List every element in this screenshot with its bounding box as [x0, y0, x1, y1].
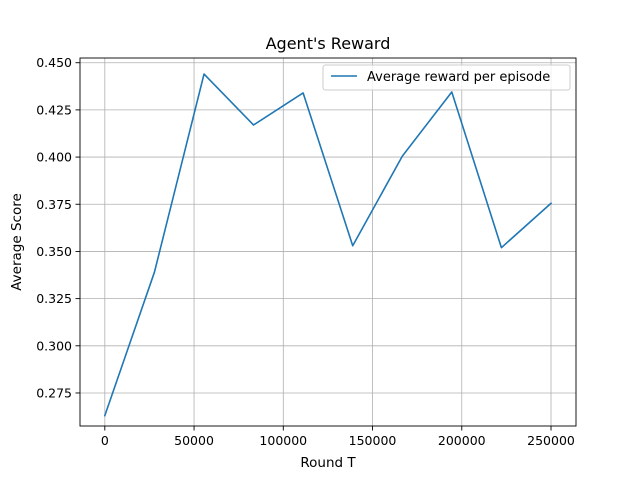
x-tick-label: 250000: [527, 433, 575, 448]
x-tick-label: 150000: [349, 433, 397, 448]
y-tick-label: 0.275: [36, 385, 72, 400]
series-line: [103, 73, 553, 417]
x-tick-label: 200000: [438, 433, 486, 448]
y-tick-label: 0.400: [36, 150, 72, 165]
y-tick-label: 0.325: [36, 291, 72, 306]
chart-title: Agent's Reward: [266, 34, 391, 53]
x-axis-label: Round T: [300, 455, 356, 471]
y-tick-label: 0.425: [36, 102, 72, 117]
series-layer: [103, 73, 553, 417]
x-tick-label: 50000: [174, 433, 214, 448]
legend-label: Average reward per episode: [367, 70, 550, 85]
ticks: 0 50000 100000 150000 200000 250000 0.275 0.300…: [36, 55, 575, 448]
legend: Average reward per episode: [322, 64, 571, 91]
grid: [80, 58, 576, 426]
x-tick-label: 100000: [259, 433, 307, 448]
y-axis-label: Average Score: [9, 193, 25, 291]
y-tick-label: 0.375: [36, 197, 72, 212]
y-tick-label: 0.300: [36, 338, 72, 353]
legend-box: [322, 64, 571, 91]
x-tick-label: 0: [101, 433, 109, 448]
y-tick-label: 0.450: [36, 55, 72, 70]
y-tick-label: 0.350: [36, 244, 72, 259]
plot-frame: [79, 57, 577, 427]
